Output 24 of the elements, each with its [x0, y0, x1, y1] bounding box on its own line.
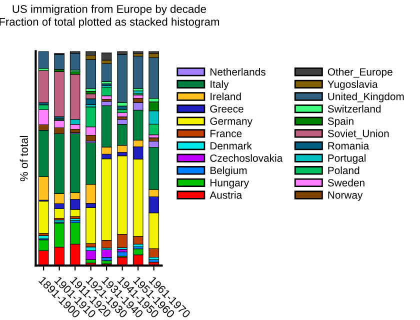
legend-label: Italy	[210, 80, 229, 90]
legend-label: Belgium	[210, 166, 247, 176]
legend-label: France	[210, 130, 242, 138]
legend-label: Soviet_Union	[328, 130, 389, 140]
legend-label: Austria	[210, 191, 242, 199]
legend-label: Ireland	[210, 92, 241, 100]
legend-label: Sweden	[328, 178, 364, 186]
legend-label: Hungary	[210, 179, 250, 189]
legend-label: Norway	[328, 192, 363, 201]
legend-label: Spain	[328, 117, 354, 127]
y-axis-title: % of total	[20, 136, 28, 182]
legend-label: Other_Europe	[328, 68, 392, 78]
legend-label: Poland	[328, 166, 360, 174]
legend-label: Netherlands	[210, 68, 266, 76]
chart-title: US immigration from Europe by decade Fraction of total plotted as stacked histogram	[0, 4, 220, 28]
legend-label: United_Kingdom	[328, 92, 404, 102]
legend-label: Switzerland	[328, 104, 381, 113]
legend-label: Romania	[328, 142, 370, 150]
legend-label: Yugoslavia	[328, 80, 378, 90]
legend-label: Greece	[210, 105, 244, 113]
legend-label: Denmark	[210, 142, 252, 150]
legend-label: Czechoslovakia	[210, 154, 283, 162]
legend-label: Portugal	[328, 154, 366, 164]
legend-label: Germany	[210, 118, 252, 127]
